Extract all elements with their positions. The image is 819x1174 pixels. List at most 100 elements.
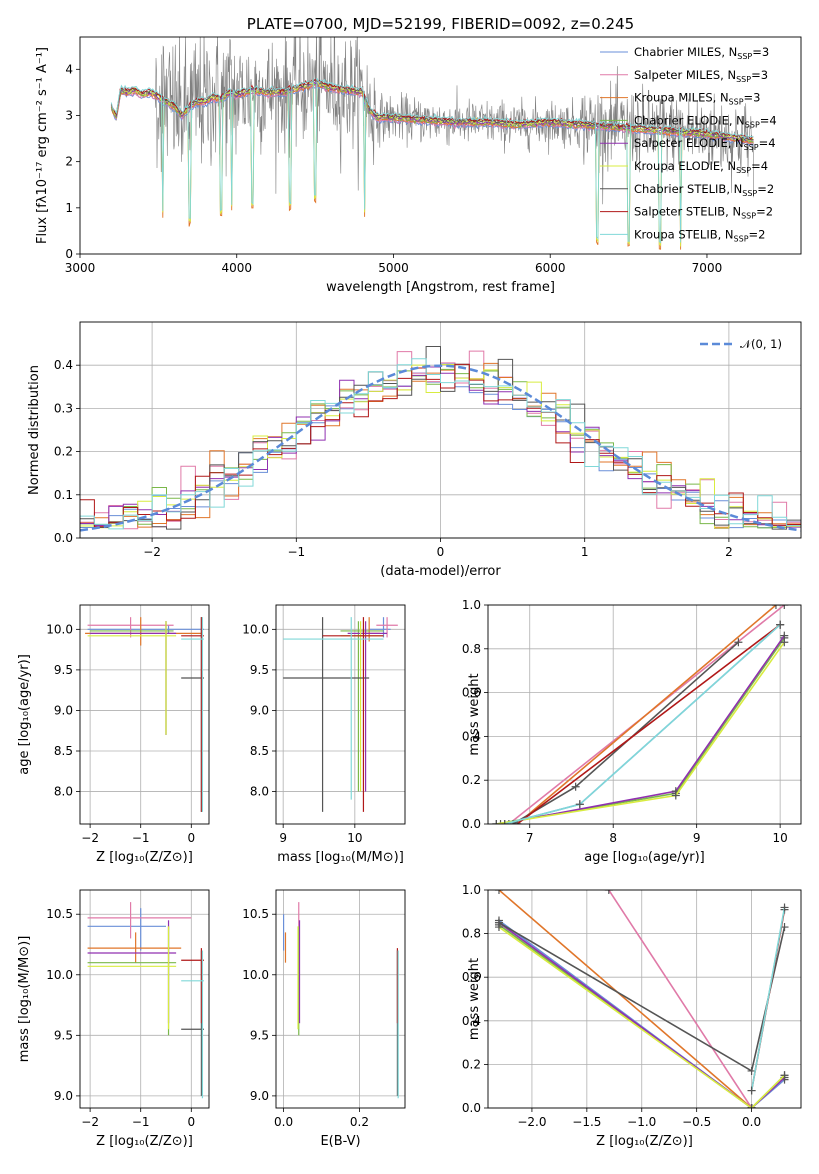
legend-entry-kroupa-miles: Kroupa MILES, NSSP=3 (634, 91, 760, 107)
residuals-ytick-label: 0.3 (54, 401, 73, 415)
spectrum-xtick-label: 6000 (535, 261, 566, 275)
residuals-ylabel: Normed distribution (27, 365, 42, 495)
mass-weight-vs-Z-ytick-label: 0.2 (462, 1057, 481, 1071)
legend-tail: =3 (751, 68, 768, 82)
age-vs-mass-points (283, 617, 398, 812)
mass-weight-vs-Z-series (494, 890, 789, 1108)
chart-mass-vs-EBV: 0.0 0.2 9.0 9.5 10.0 10.5 E(B-V) (242, 889, 406, 1149)
chart-mass-vs-Z: −2 −1 0 9.0 9.5 10.0 10.5 Z [log₁₀(Z/Z⊙)] mass [… (17, 889, 210, 1149)
legend-sub: SSP (745, 120, 760, 129)
legend-sub: SSP (729, 98, 744, 107)
mass-vs-Z-grid (80, 890, 209, 1108)
age-vs-mass-ytick-label: 8.5 (250, 744, 269, 758)
age-vs-Z-grid (80, 605, 209, 824)
mass-weight-vs-age-series-kroupa-stelib-marker (500, 820, 509, 824)
mass-weight-vs-Z-series-kroupa-miles-marker (494, 890, 503, 894)
age-vs-Z-ytick-label: 8.0 (54, 785, 73, 799)
legend-tail: =3 (752, 45, 769, 59)
mass-vs-EBV-xtick-label: 0.0 (274, 1115, 293, 1129)
mass-weight-vs-Z-series-salpeter-miles (608, 890, 753, 1108)
spectrum-xtick-label: 3000 (65, 261, 96, 275)
mass-weight-vs-Z-series-kroupa-elodie-marker (780, 1071, 789, 1080)
spectrum-xtick-label: 4000 (221, 261, 252, 275)
chart-age-vs-Z: −2 −1 0 8.0 8.5 9.0 9.5 10.0 Z [log₁₀(Z/Z⊙)] age … (17, 604, 210, 865)
mass-weight-vs-age-series-salpeter-stelib (516, 624, 781, 824)
legend-tail: =4 (760, 113, 777, 127)
mass-vs-EBV-xlabel: E(B-V) (320, 1134, 360, 1149)
mass-weight-vs-age-xlabel: age [log₁₀(age/yr)] (584, 850, 705, 865)
mass-weight-vs-Z-series-kroupa-elodie-marker (747, 1104, 756, 1108)
residuals-xtick-label: 1 (581, 545, 589, 559)
age-vs-mass-xtick-label: 9 (279, 831, 287, 845)
mass-vs-EBV-frame (275, 889, 406, 1109)
mass-weight-vs-age-series-kroupa-elodie-marker (492, 820, 501, 824)
chart-residuals: −2 −1 0 1 2 0.0 0.1 0.2 0.3 0.4 (data-model)/error… (27, 321, 802, 579)
legend-text: Salpeter STELIB, N (634, 205, 741, 219)
legend-entry-chabrier-stelib: Chabrier STELIB, NSSP=2 (634, 182, 774, 198)
chart-mass-weight-vs-age: 7 8 9 10 0.0 0.2 0.4 0.6 0.8 1.0 age [log₁₀(age/yr… (462, 598, 802, 865)
legend-sub: SSP (742, 189, 757, 198)
legend-entry-salpeter-stelib: Salpeter STELIB, NSSP=2 (634, 205, 773, 221)
legend-sub: SSP (734, 234, 749, 243)
chart-age-vs-mass: 9 10 8.0 8.5 9.0 9.5 10.0 mass [log₁₀(M/M⊙)] (242, 604, 406, 865)
mass-weight-vs-age-series-chabrier-stelib-marker (734, 638, 743, 647)
legend-sub: SSP (736, 166, 751, 175)
age-vs-Z-ytick-label: 10.0 (46, 622, 73, 636)
mass-weight-vs-Z-xtick-label: −1.5 (572, 1115, 601, 1129)
spectrum-xtick-label: 5000 (378, 261, 409, 275)
mass-vs-EBV-ytick-label: 10.5 (242, 907, 269, 921)
age-vs-Z-points (85, 617, 204, 812)
mass-weight-vs-Z-ytick-label: 0.8 (462, 927, 481, 941)
legend-text: Salpeter MILES, N (634, 68, 736, 82)
legend-tail: =4 (759, 136, 776, 150)
mass-vs-Z-ytick-label: 10.0 (46, 968, 73, 982)
mass-weight-vs-Z-ytick-label: 0.4 (462, 1014, 481, 1028)
mass-weight-vs-Z-xtick-label: 0.0 (742, 1115, 761, 1129)
mass-vs-Z-ytick-label: 9.5 (54, 1028, 73, 1042)
legend-entry-salpeter-elodie: Salpeter ELODIE, NSSP=4 (634, 136, 776, 152)
spectrum-frame (79, 36, 802, 255)
mass-weight-vs-Z-series-chabrier-stelib-marker (747, 1066, 756, 1075)
mass-weight-vs-Z-series-kroupa-stelib-marker (747, 1086, 756, 1095)
mass-vs-EBV-ytick-label: 9.0 (250, 1089, 269, 1103)
mass-vs-EBV-ytick-label: 9.5 (250, 1028, 269, 1042)
mass-vs-EBV-ytick-label: 10.0 (242, 968, 269, 982)
residuals-xtick-label: 2 (725, 545, 733, 559)
age-vs-Z-xtick-label: −1 (132, 831, 150, 845)
mass-weight-vs-age-series-kroupa-elodie (496, 641, 785, 824)
legend-tail: =2 (756, 205, 773, 219)
mass-weight-vs-age-xtick-label: 7 (526, 831, 534, 845)
age-vs-Z-ylabel: age [log₁₀(age/yr)] (17, 654, 32, 775)
mass-weight-vs-age-series-kroupa-elodie-marker (780, 638, 789, 647)
legend-sub: SSP (744, 143, 759, 152)
spectrum-title: PLATE=0700, MJD=52199, FIBERID=0092, z=0… (247, 15, 634, 33)
histogram-kroupa-stelib (80, 358, 801, 530)
mass-weight-vs-age-ytick-label: 0.2 (462, 773, 481, 787)
mass-weight-vs-Z-xtick-label: −1.0 (627, 1115, 656, 1129)
spectrum-lines (110, 37, 754, 250)
legend-sub: SSP (741, 212, 756, 221)
legend-text: Kroupa STELIB, N (634, 227, 734, 241)
spectrum-xlabel: wavelength [Angstrom, rest frame] (326, 280, 555, 295)
age-vs-Z-xlabel: Z [log₁₀(Z/Z⊙)] (96, 850, 193, 865)
legend-text: Chabrier MILES, N (634, 45, 737, 59)
mass-weight-vs-age-ylabel: mass weight (467, 673, 482, 755)
mass-vs-Z-ylabel: mass [log₁₀(M/M⊙)] (17, 936, 32, 1063)
mass-weight-vs-Z-series-kroupa-stelib-marker (780, 903, 789, 912)
mass-weight-vs-age-series-kroupa-miles-marker (771, 605, 780, 609)
normal-curve (80, 364, 801, 532)
mass-weight-vs-Z-series-salpeter-elodie (498, 922, 786, 1108)
legend-text: Chabrier STELIB, N (634, 182, 742, 196)
mass-weight-vs-Z-series-kroupa-miles (498, 890, 753, 1108)
legend-text: Kroupa ELODIE, N (634, 159, 736, 173)
age-vs-Z-ytick-label: 9.5 (54, 663, 73, 677)
residuals-ytick-label: 0.1 (54, 488, 73, 502)
mass-weight-vs-age-grid (488, 604, 801, 825)
legend-entry-salpeter-miles: Salpeter MILES, NSSP=3 (634, 68, 768, 84)
spectrum-xtick-label: 7000 (692, 261, 723, 275)
mass-weight-vs-age-series-salpeter-miles-marker (780, 605, 789, 609)
mass-weight-vs-Z-xtick-label: −2.0 (517, 1115, 546, 1129)
spectrum-ytick-label: 2 (65, 155, 73, 169)
